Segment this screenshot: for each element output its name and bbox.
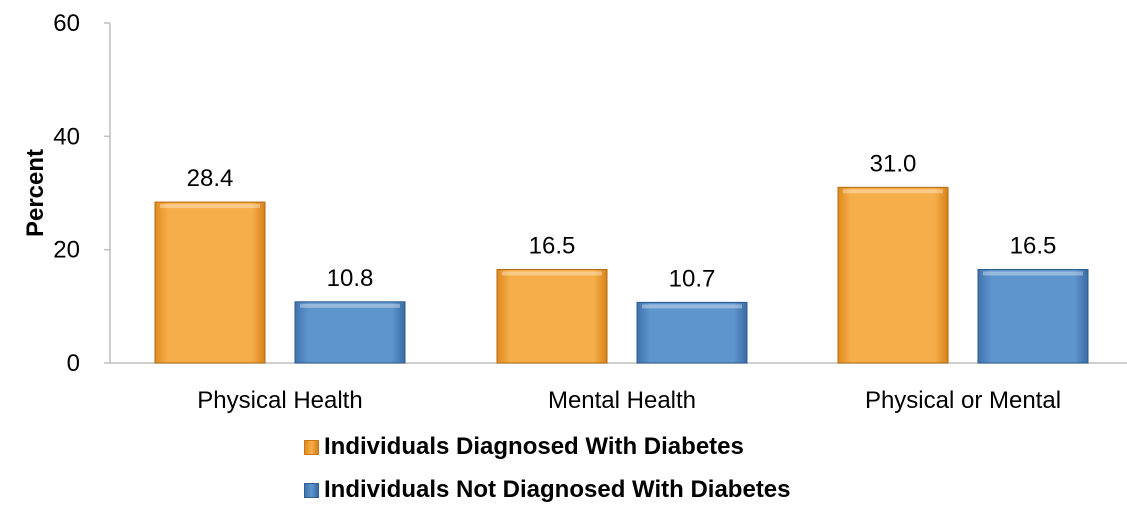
data-label: 28.4 xyxy=(187,165,234,192)
bar-diagnosed xyxy=(837,186,949,364)
legend-label: Individuals Not Diagnosed With Diabetes xyxy=(324,476,791,503)
bar-bevel-highlight xyxy=(843,189,943,194)
bar-bevel-highlight xyxy=(300,303,400,308)
bar-bevel-highlight xyxy=(160,204,260,209)
bar-not-diagnosed xyxy=(636,301,748,364)
data-label: 16.5 xyxy=(529,233,576,260)
x-category-label: Physical or Mental xyxy=(865,387,1061,414)
x-category-label: Mental Health xyxy=(548,387,696,414)
data-label: 10.7 xyxy=(669,265,716,292)
legend-swatch-blue-icon xyxy=(304,482,319,498)
bar-diagnosed xyxy=(496,269,608,364)
bar-not-diagnosed xyxy=(294,301,406,364)
data-label: 10.8 xyxy=(327,265,374,292)
bar-bevel-highlight xyxy=(983,271,1083,276)
bar-diagnosed xyxy=(154,201,266,364)
bar-bevel-highlight xyxy=(642,304,742,309)
legend-item-not-diagnosed: Individuals Not Diagnosed With Diabetes xyxy=(304,476,791,504)
y-tick-label: 60 xyxy=(53,10,80,37)
y-tick-label: 0 xyxy=(67,350,80,377)
legend-swatch-orange-icon xyxy=(304,439,319,455)
y-tick-label: 40 xyxy=(53,123,80,150)
y-axis-title: Percent xyxy=(22,149,49,237)
data-label: 31.0 xyxy=(870,150,917,177)
y-tick-label: 20 xyxy=(53,237,80,264)
legend-item-diagnosed: Individuals Diagnosed With Diabetes xyxy=(304,433,744,461)
bar-not-diagnosed xyxy=(977,269,1089,364)
data-label: 16.5 xyxy=(1010,233,1057,260)
x-category-label: Physical Health xyxy=(197,387,362,414)
bar-bevel-highlight xyxy=(502,271,602,276)
legend-label: Individuals Diagnosed With Diabetes xyxy=(324,433,744,460)
